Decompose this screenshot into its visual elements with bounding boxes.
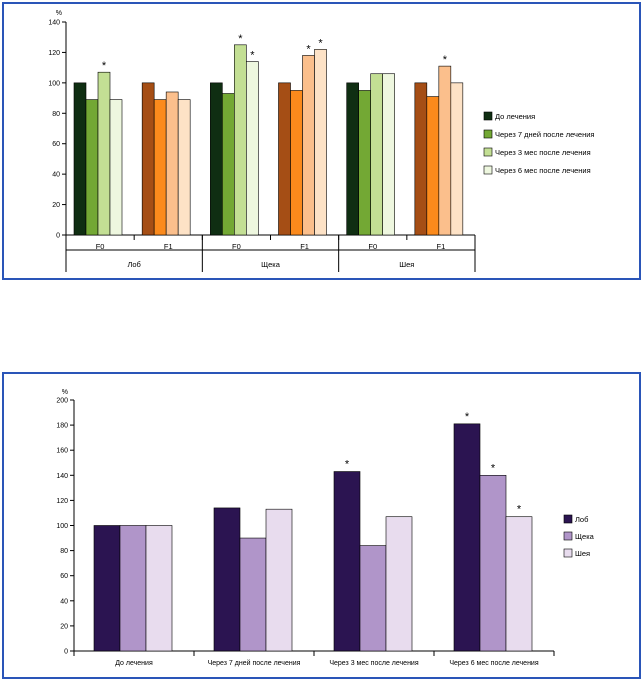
- y-tick-label: 160: [56, 448, 68, 455]
- bar: [385, 516, 413, 652]
- bar: [505, 516, 533, 652]
- y-tick-label: 0: [64, 649, 68, 656]
- group-label: Шея: [399, 260, 414, 269]
- legend-swatch: [563, 531, 573, 541]
- y-tick-label: 180: [56, 423, 68, 430]
- bar: [346, 82, 359, 236]
- y-tick-label: 140: [56, 473, 68, 480]
- bar: [165, 91, 179, 236]
- bar: [109, 99, 123, 236]
- bar: [314, 49, 327, 236]
- bar-chart-by-time: 0 20 40 60 80 100 120 140 160 180 200% До лечения Че…: [56, 389, 595, 667]
- y-axis-label: %: [56, 10, 62, 17]
- y-tick-label: 140: [48, 20, 60, 27]
- bar: [210, 82, 223, 236]
- y-tick-label: 120: [48, 50, 60, 57]
- y-tick-label: 100: [48, 80, 60, 87]
- bar: [359, 545, 387, 652]
- y-tick-label: 100: [56, 523, 68, 530]
- bar: [73, 82, 87, 236]
- significance-mark: *: [250, 50, 255, 62]
- legend-label: Через 3 мес после лечения: [495, 148, 591, 157]
- bar: [302, 55, 315, 236]
- significance-mark: *: [238, 33, 243, 45]
- bar: [153, 99, 167, 236]
- x-category-label: Через 3 мес после лечения: [329, 660, 419, 667]
- y-tick-label: 200: [56, 398, 68, 405]
- x-category-label: F0: [368, 242, 377, 251]
- bar: [213, 507, 241, 652]
- legend-label: Щека: [575, 532, 595, 541]
- legend-swatch: [563, 514, 573, 524]
- y-tick-label: 60: [60, 573, 68, 580]
- y-tick-label: 20: [60, 623, 68, 630]
- significance-mark: *: [517, 504, 522, 516]
- bar: [145, 525, 173, 652]
- bar: [265, 508, 293, 652]
- y-tick-label: 20: [52, 202, 60, 209]
- y-tick-label: 80: [60, 548, 68, 555]
- bar: [479, 475, 507, 652]
- bar: [382, 73, 395, 236]
- significance-mark: *: [345, 459, 350, 471]
- bar: [450, 82, 464, 236]
- bar: [358, 90, 371, 236]
- legend-label: Через 7 дней после лечения: [495, 130, 594, 139]
- y-tick-label: 40: [60, 598, 68, 605]
- bar: [453, 423, 481, 652]
- x-category-label: F1: [300, 242, 309, 251]
- significance-mark: *: [306, 43, 311, 55]
- x-category-label: F1: [437, 242, 446, 251]
- bar: [97, 71, 111, 236]
- bar: [222, 93, 235, 236]
- legend-label: Лоб: [575, 515, 588, 524]
- legend-label: Через 6 мес после лечения: [495, 166, 591, 175]
- chart-panel-2: 0 20 40 60 80 100 120 140 160 180 200% До лечения Че…: [2, 372, 641, 679]
- significance-mark: *: [443, 54, 448, 66]
- legend-swatch: [483, 147, 493, 157]
- legend-swatch: [483, 111, 493, 121]
- chart-panel-1: 0 20 40 60 80 100 120 140% F0 F1 F0 F1 F0 F1 Лоб Щека Ше…: [2, 2, 641, 280]
- y-tick-label: 80: [52, 111, 60, 118]
- bar: [438, 65, 452, 236]
- y-tick-label: 0: [56, 233, 60, 240]
- group-label: Щека: [261, 260, 281, 269]
- bar: [278, 82, 291, 236]
- legend-swatch: [563, 548, 573, 558]
- x-category-label: F0: [232, 242, 241, 251]
- x-category-label: F1: [164, 242, 173, 251]
- significance-mark: *: [465, 411, 470, 423]
- x-category-label: До лечения: [115, 660, 153, 667]
- bar: [290, 90, 303, 236]
- x-category-label: F0: [96, 242, 105, 251]
- bar: [141, 82, 155, 236]
- bar: [119, 525, 147, 652]
- bar: [426, 96, 440, 236]
- x-category-label: Через 6 мес после лечения: [449, 660, 539, 667]
- y-tick-label: 40: [52, 172, 60, 179]
- y-axis-label: %: [62, 389, 68, 396]
- legend-swatch: [483, 129, 493, 139]
- bar: [246, 61, 259, 236]
- bar: [414, 82, 428, 236]
- bar: [85, 99, 99, 236]
- bar-chart-by-zone: 0 20 40 60 80 100 120 140% F0 F1 F0 F1 F0 F1 Лоб Щека Ше…: [48, 10, 594, 272]
- significance-mark: *: [491, 462, 496, 474]
- y-tick-label: 120: [56, 498, 68, 505]
- bar: [333, 471, 361, 652]
- group-label: Лоб: [127, 260, 140, 269]
- legend-swatch: [483, 165, 493, 175]
- legend-label: Шея: [575, 549, 590, 558]
- significance-mark: *: [318, 37, 323, 49]
- bar: [177, 99, 191, 236]
- x-category-label: Через 7 дней после лечения: [208, 659, 301, 667]
- legend-label: До лечения: [495, 112, 535, 121]
- significance-mark: *: [102, 60, 107, 72]
- bar: [370, 73, 383, 236]
- y-tick-label: 60: [52, 141, 60, 148]
- bar: [93, 525, 121, 652]
- bar: [239, 537, 267, 652]
- bar: [234, 44, 247, 236]
